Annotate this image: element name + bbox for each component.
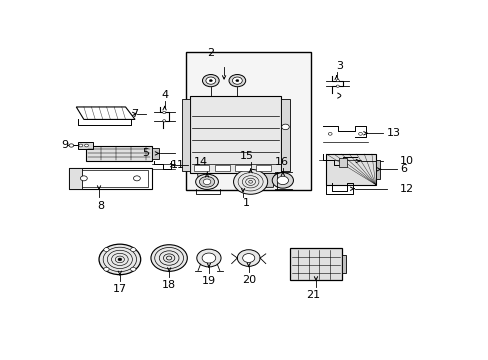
Circle shape: [81, 176, 87, 181]
Bar: [290, 248, 341, 280]
Circle shape: [202, 253, 215, 263]
Bar: [256, 165, 271, 171]
Text: 2: 2: [207, 49, 214, 58]
Circle shape: [163, 111, 165, 114]
Bar: [189, 96, 280, 174]
Bar: [68, 168, 82, 189]
Circle shape: [281, 124, 289, 130]
Ellipse shape: [195, 174, 218, 189]
Circle shape: [228, 75, 245, 87]
Circle shape: [336, 85, 339, 87]
Text: 3: 3: [335, 61, 343, 71]
Circle shape: [79, 144, 82, 147]
Circle shape: [130, 267, 136, 271]
Circle shape: [233, 169, 267, 194]
Text: 5: 5: [142, 148, 149, 158]
Bar: [375, 159, 380, 179]
Circle shape: [133, 176, 140, 181]
Polygon shape: [264, 174, 275, 187]
Bar: [235, 165, 250, 171]
Text: 21: 21: [305, 290, 320, 300]
Circle shape: [151, 245, 187, 271]
Bar: [326, 154, 375, 185]
Bar: [193, 165, 208, 171]
Bar: [214, 165, 229, 171]
Circle shape: [242, 253, 254, 262]
Text: 11: 11: [171, 160, 184, 170]
Text: 4: 4: [162, 90, 168, 100]
Ellipse shape: [199, 176, 214, 187]
Circle shape: [196, 249, 221, 267]
Circle shape: [202, 75, 219, 87]
Bar: [182, 99, 189, 171]
Circle shape: [237, 250, 260, 266]
Circle shape: [163, 120, 165, 122]
Bar: [68, 168, 152, 189]
Circle shape: [358, 132, 362, 135]
Circle shape: [336, 80, 339, 82]
Text: 10: 10: [400, 156, 413, 166]
Text: 9: 9: [61, 140, 68, 150]
Circle shape: [130, 248, 136, 252]
Polygon shape: [197, 174, 208, 187]
Text: 13: 13: [386, 128, 400, 138]
Circle shape: [327, 132, 331, 135]
Circle shape: [103, 248, 109, 252]
Circle shape: [209, 80, 212, 82]
Text: 20: 20: [241, 275, 255, 285]
Text: 14: 14: [194, 157, 208, 167]
Bar: [338, 158, 346, 167]
Bar: [186, 51, 311, 190]
Text: 19: 19: [202, 276, 216, 286]
Bar: [152, 148, 159, 159]
Text: 8: 8: [97, 201, 104, 211]
Circle shape: [277, 176, 288, 185]
Circle shape: [235, 80, 238, 82]
Circle shape: [203, 179, 210, 185]
Circle shape: [69, 144, 74, 147]
Bar: [341, 255, 346, 273]
Circle shape: [272, 173, 293, 188]
Text: 17: 17: [113, 284, 127, 294]
Circle shape: [84, 144, 88, 147]
Text: 1: 1: [243, 198, 250, 208]
Text: 16: 16: [275, 157, 288, 167]
Text: 15: 15: [239, 151, 253, 161]
Polygon shape: [76, 107, 135, 120]
Circle shape: [205, 77, 215, 84]
Bar: [85, 146, 152, 161]
Text: 12: 12: [400, 184, 414, 194]
Text: 6: 6: [400, 164, 407, 174]
Circle shape: [232, 77, 242, 84]
Circle shape: [118, 258, 122, 261]
Bar: [280, 99, 290, 171]
Text: 7: 7: [131, 109, 138, 119]
Text: 18: 18: [162, 280, 176, 290]
Bar: [73, 170, 147, 186]
Circle shape: [103, 267, 109, 271]
Circle shape: [99, 244, 141, 275]
Bar: [78, 143, 92, 149]
